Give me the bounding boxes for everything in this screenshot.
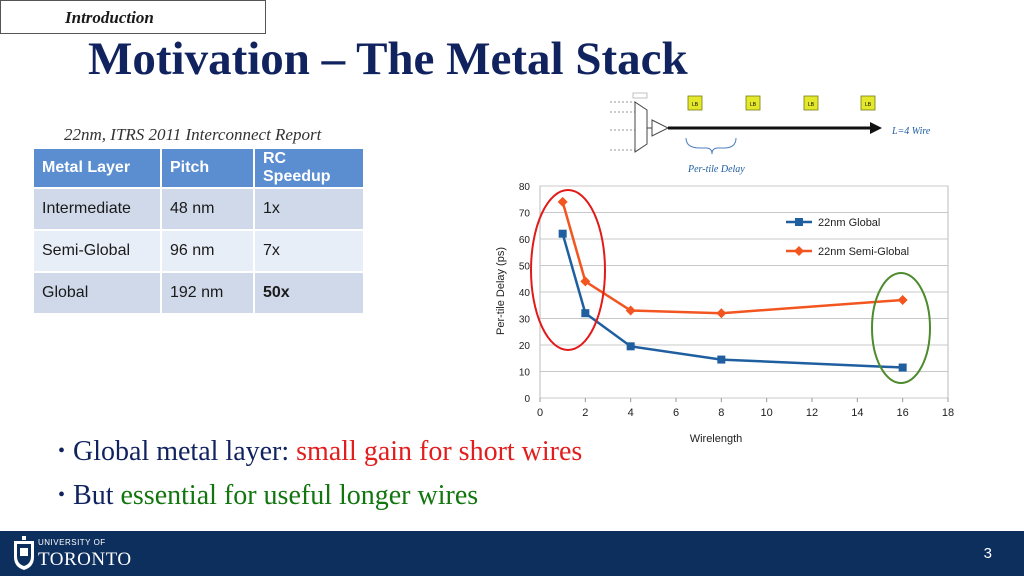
university-line: UNIVERSITY OF bbox=[38, 538, 106, 547]
logic-block-4: LB bbox=[860, 95, 876, 111]
data-point bbox=[898, 363, 907, 372]
cell-layer: Intermediate bbox=[32, 187, 162, 231]
cell-speedup: 1x bbox=[253, 187, 365, 231]
university-crest-icon bbox=[14, 536, 34, 570]
x-tick-label: 16 bbox=[897, 407, 909, 419]
metal-layer-table: Metal Layer Pitch RC Speedup Intermediat… bbox=[32, 147, 365, 315]
x-tick-label: 18 bbox=[942, 407, 954, 419]
bullet-list: • Global metal layer: small gain for shor… bbox=[58, 436, 582, 524]
bullet-text: Global metal layer: bbox=[73, 436, 297, 467]
university-name: TORONTO bbox=[38, 549, 132, 570]
header-rc-speedup: RC Speedup bbox=[253, 147, 365, 189]
logic-block-1: LB bbox=[687, 95, 703, 111]
bullet-dot-icon: • bbox=[58, 440, 66, 462]
long-wire-highlight-circle bbox=[871, 272, 931, 384]
cell-speedup: 7x bbox=[253, 229, 365, 273]
data-point bbox=[625, 305, 636, 316]
x-tick-label: 0 bbox=[537, 407, 543, 419]
data-point bbox=[558, 229, 567, 238]
data-point bbox=[717, 355, 726, 364]
x-tick-label: 10 bbox=[761, 407, 773, 419]
page-number: 3 bbox=[983, 545, 992, 562]
y-tick-label: 20 bbox=[519, 341, 531, 352]
x-tick-label: 2 bbox=[582, 407, 588, 419]
y-axis-label: Per-tile Delay (ps) bbox=[495, 247, 507, 335]
y-tick-label: 10 bbox=[519, 368, 531, 379]
table-header-row: Metal Layer Pitch RC Speedup bbox=[32, 147, 365, 189]
lb-label: LB bbox=[865, 102, 872, 108]
wire-diagram: LB LB LB LB L=4 Wire Per-tile Delay bbox=[610, 92, 931, 175]
chart-ticks: 0 10 20 30 40 50 60 70 80 0 2 4 6 8 10 12 14 16 18 bbox=[519, 182, 954, 419]
table-row: Global 192 nm 50x bbox=[32, 271, 365, 315]
bullet-item: • But essential for useful longer wires bbox=[58, 480, 582, 524]
bullet-highlight: essential for useful longer wires bbox=[120, 480, 479, 511]
header-metal-layer: Metal Layer bbox=[32, 147, 162, 189]
delay-brace bbox=[685, 137, 737, 155]
table-row: Intermediate 48 nm 1x bbox=[32, 187, 365, 231]
wire-arrowhead bbox=[870, 122, 882, 134]
bullet-highlight: small gain for short wires bbox=[296, 436, 583, 467]
legend-label: 22nm Global bbox=[818, 217, 880, 229]
x-axis-label: Wirelength bbox=[690, 433, 743, 445]
cell-layer: Semi-Global bbox=[32, 229, 162, 273]
cell-layer: Global bbox=[32, 271, 162, 315]
legend-label: 22nm Semi-Global bbox=[818, 246, 909, 258]
short-wire-highlight-circle bbox=[530, 189, 606, 351]
chart-series bbox=[557, 196, 908, 372]
cell-pitch: 96 nm bbox=[160, 229, 255, 273]
table-caption: 22nm, ITRS 2011 Interconnect Report bbox=[64, 125, 322, 144]
footer-bar: UNIVERSITY OF TORONTO 3 bbox=[0, 531, 1024, 576]
y-tick-label: 70 bbox=[519, 209, 531, 220]
y-tick-label: 0 bbox=[524, 394, 530, 405]
per-tile-delay-label: Per-tile Delay bbox=[687, 164, 745, 175]
x-tick-label: 12 bbox=[806, 407, 818, 419]
data-point bbox=[716, 308, 727, 319]
lb-label: LB bbox=[808, 102, 815, 108]
data-point bbox=[897, 294, 908, 305]
section-tag: Introduction bbox=[0, 0, 266, 34]
data-point bbox=[626, 342, 635, 351]
lb-label: LB bbox=[692, 102, 699, 108]
delay-chart: 0 10 20 30 40 50 60 70 80 0 2 4 6 8 10 12 14 16 18 22nm Gl… bbox=[495, 182, 954, 445]
bullet-text: But bbox=[73, 480, 121, 511]
driver-mux-icon bbox=[610, 92, 670, 153]
logic-block-2: LB bbox=[745, 95, 761, 111]
x-tick-label: 8 bbox=[718, 407, 724, 419]
y-tick-label: 30 bbox=[519, 315, 531, 326]
x-tick-label: 14 bbox=[851, 407, 863, 419]
y-tick-label: 80 bbox=[519, 182, 531, 193]
y-tick-label: 50 bbox=[519, 262, 531, 273]
table-row: Semi-Global 96 nm 7x bbox=[32, 229, 365, 273]
x-tick-label: 6 bbox=[673, 407, 679, 419]
logic-block-3: LB bbox=[803, 95, 819, 111]
y-tick-label: 40 bbox=[519, 288, 531, 299]
cell-speedup: 50x bbox=[253, 271, 365, 315]
lb-label: LB bbox=[750, 102, 757, 108]
data-point bbox=[580, 276, 591, 287]
x-tick-label: 4 bbox=[628, 407, 634, 419]
chart-legend: 22nm Global 22nm Semi-Global bbox=[786, 217, 909, 258]
wire-length-label: L=4 Wire bbox=[891, 126, 931, 137]
data-point bbox=[557, 196, 568, 207]
data-point bbox=[795, 218, 803, 226]
header-pitch: Pitch bbox=[160, 147, 255, 189]
cell-pitch: 48 nm bbox=[160, 187, 255, 231]
y-tick-label: 60 bbox=[519, 235, 531, 246]
chart-grid bbox=[539, 185, 949, 402]
cell-pitch: 192 nm bbox=[160, 271, 255, 315]
bullet-dot-icon: • bbox=[58, 484, 66, 506]
bullet-item: • Global metal layer: small gain for shor… bbox=[58, 436, 582, 480]
slide-title: Motivation – The Metal Stack bbox=[88, 33, 688, 85]
data-point bbox=[794, 246, 804, 256]
data-point bbox=[581, 309, 590, 318]
